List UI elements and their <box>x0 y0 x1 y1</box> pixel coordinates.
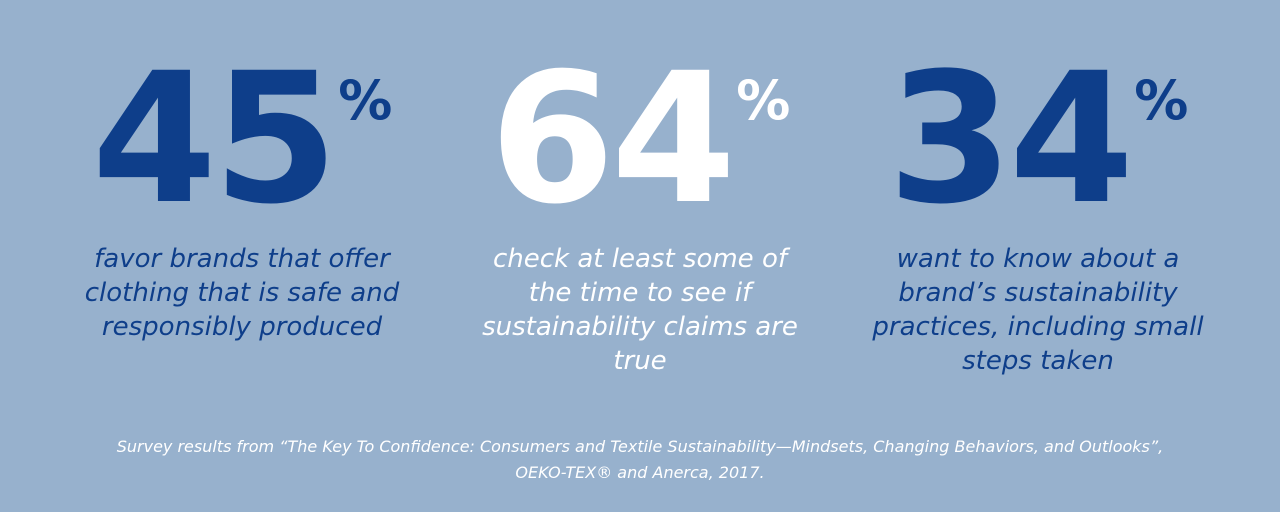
stat-description: want to know about a brand’s sustainabil… <box>858 242 1218 378</box>
stat-value: 64 <box>489 35 736 244</box>
description-line: the time to see if <box>528 278 752 308</box>
description-line: clothing that is safe and <box>84 278 400 308</box>
stat-number: 45% <box>62 35 422 244</box>
stat-number: 34% <box>858 35 1218 244</box>
description-line: sustainability claims are <box>482 312 798 342</box>
stat-description: favor brands that offer clothing that is… <box>62 242 422 344</box>
stat-block-64: 64% check at least some of the time to s… <box>460 0 820 420</box>
source-line: OEKO-TEX® and Anerca, 2017. <box>515 463 765 482</box>
description-line: check at least some of <box>492 244 788 274</box>
stat-value: 34 <box>887 35 1134 244</box>
stat-number: 64% <box>460 35 820 244</box>
source-line: Survey results from “The Key To Confiden… <box>116 437 1164 456</box>
description-line: responsibly produced <box>101 312 383 342</box>
stat-block-34: 34% want to know about a brand’s sustain… <box>858 0 1218 420</box>
description-line: steps taken <box>962 346 1114 376</box>
stat-block-45: 45% favor brands that offer clothing tha… <box>62 0 422 420</box>
percent-sign: % <box>736 69 791 132</box>
description-line: true <box>613 346 667 376</box>
stat-value: 45 <box>91 35 338 244</box>
source-citation: Survey results from “The Key To Confiden… <box>0 434 1280 486</box>
description-line: want to know about a <box>896 244 1180 274</box>
percent-sign: % <box>338 69 393 132</box>
description-line: favor brands that offer <box>94 244 390 274</box>
description-line: brand’s sustainability <box>898 278 1178 308</box>
description-line: practices, including small <box>872 312 1204 342</box>
stat-description: check at least some of the time to see i… <box>460 242 820 378</box>
percent-sign: % <box>1134 69 1189 132</box>
